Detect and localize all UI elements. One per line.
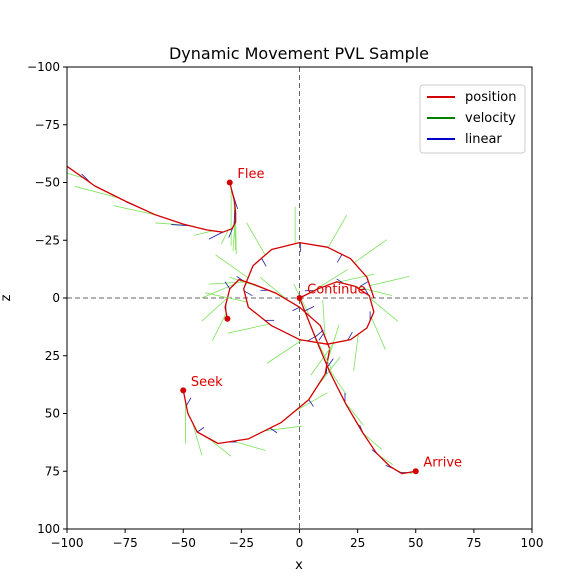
y-tick-label: −25 — [35, 233, 60, 247]
x-tick-label: 50 — [408, 536, 423, 550]
y-tick-label: 50 — [45, 407, 60, 421]
x-tick-label: 75 — [466, 536, 481, 550]
x-tick-label: 100 — [521, 536, 544, 550]
start-marker — [297, 295, 303, 301]
annotation-continue: Continue — [307, 282, 365, 297]
legend-label-position: position — [465, 90, 517, 105]
legend: position velocity linear — [420, 85, 525, 153]
annotation-flee: Flee — [237, 167, 264, 182]
annotation-arrive: Arrive — [423, 456, 462, 471]
y-tick-label: 100 — [37, 522, 60, 536]
y-axis-label: z — [0, 294, 14, 301]
y-tick-label: −75 — [35, 118, 60, 132]
y-tick-label: 0 — [52, 291, 60, 305]
y-tick-label: −100 — [27, 60, 60, 74]
start-marker — [413, 468, 419, 474]
y-tick-label: 75 — [45, 464, 60, 478]
y-tick-label: −50 — [35, 176, 60, 190]
annotation-seek: Seek — [191, 375, 223, 390]
legend-label-velocity: velocity — [465, 111, 516, 126]
x-tick-label: −50 — [171, 536, 196, 550]
x-tick-label: 25 — [350, 536, 365, 550]
x-tick-label: −100 — [51, 536, 84, 550]
chart-title: Dynamic Movement PVL Sample — [169, 44, 429, 63]
start-marker — [224, 316, 230, 322]
y-tick-label: 25 — [45, 349, 60, 363]
start-marker — [180, 387, 186, 393]
start-marker — [227, 180, 233, 186]
x-tick-label: −75 — [112, 536, 137, 550]
x-axis-label: x — [295, 558, 303, 573]
x-tick-label: 0 — [296, 536, 304, 550]
legend-label-linear: linear — [465, 132, 502, 147]
x-tick-label: −25 — [229, 536, 254, 550]
